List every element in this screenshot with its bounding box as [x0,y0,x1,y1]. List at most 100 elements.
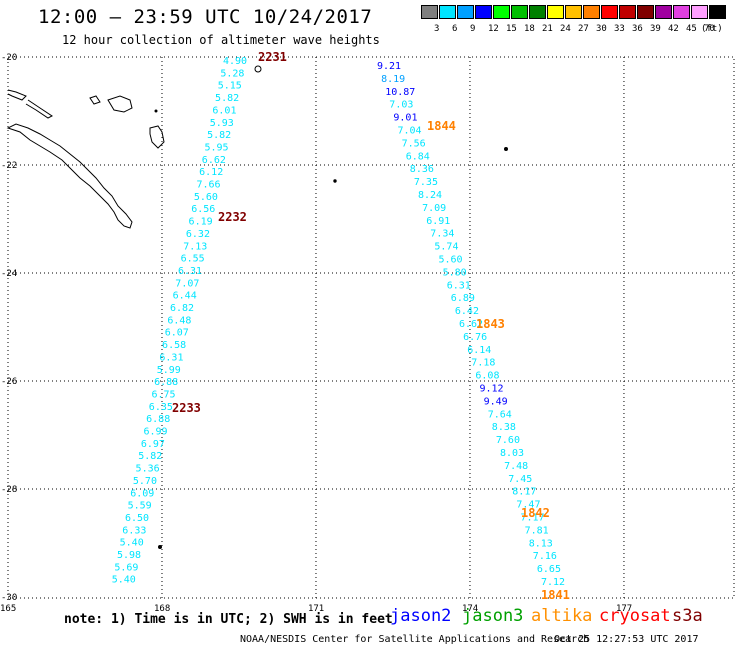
wave-height-value: 5.82 [215,93,239,104]
scale-swatch [673,5,690,19]
loyalty-island-2 [149,125,165,149]
pass-time-label: 1844 [427,119,456,133]
scale-label: 3 [434,24,440,34]
wave-height-value: 6.65 [537,564,561,575]
pass-time-label: 2232 [218,210,247,224]
wave-height-value: 5.15 [218,81,242,92]
wave-height-value: 5.28 [220,68,244,79]
wave-height-value: 8.36 [410,164,434,175]
loyalty-island-3 [89,95,101,105]
lat-label: -24 [1,269,17,279]
wave-height-value: 10.87 [385,87,415,98]
scale-label: 18 [524,24,535,34]
scale-swatch [637,5,654,19]
wave-height-value: 5.99 [157,365,181,376]
wave-height-value: 7.66 [197,180,221,191]
wave-height-value: 6.42 [455,306,479,317]
wave-height-value: 5.74 [434,242,458,253]
scale-label: 36 [632,24,643,34]
pass-time-label: 1842 [521,506,550,520]
lon-label: 171 [308,604,324,614]
wave-height-value: 7.34 [430,229,454,240]
scale-swatch [439,5,456,19]
wave-height-value: 5.69 [114,562,138,573]
wave-height-value: 6.82 [170,303,194,314]
wave-height-value: 5.93 [210,118,234,129]
wave-height-value: 7.35 [414,177,438,188]
wave-height-value: 7.07 [175,278,199,289]
legend-item-cryosat: cryosat [599,606,671,626]
small-island-5 [154,109,158,113]
scale-label: 39 [650,24,661,34]
wave-height-value: 7.45 [508,474,532,485]
wave-height-value: 5.59 [128,501,152,512]
wave-height-value: 6.19 [189,217,213,228]
wave-height-value: 7.18 [471,358,495,369]
wave-height-value: 9.01 [393,113,417,124]
scale-swatch [655,5,672,19]
wave-height-value: 5.40 [112,575,136,586]
wave-height-value: 6.97 [141,439,165,450]
wave-height-value: 6.88 [154,377,178,388]
scale-swatch [475,5,492,19]
scale-label: 27 [578,24,589,34]
legend-item-s3a: s3a [672,606,703,626]
pass-time-label: 2231 [258,50,287,64]
track-values: 4.905.285.155.826.015.935.825.956.626.12… [112,56,565,588]
wave-height-value: 7.64 [488,409,512,420]
wave-height-value: 6.84 [406,151,430,162]
footer-note: note: 1) Time is in UTC; 2) SWH is in fe… [64,612,393,627]
scale-swatch [511,5,528,19]
wave-height-value: 5.95 [204,142,228,153]
wave-height-value: 5.98 [117,550,141,561]
wave-height-value: 7.56 [402,138,426,149]
wave-height-value: 7.47 [516,500,540,511]
scale-label: 30 [596,24,607,34]
scale-swatch [529,5,546,19]
wave-height-value: 6.07 [165,328,189,339]
scale-label: 9 [470,24,476,34]
map-grid [7,56,735,599]
wave-height-value: 8.19 [381,74,405,85]
small-island-3 [504,147,508,151]
wave-height-value: 8.03 [500,448,524,459]
lat-label: -20 [1,53,17,63]
wave-height-value: 6.35 [149,402,173,413]
scale-swatch [691,5,708,19]
lon-label: 177 [616,604,632,614]
lon-label: 174 [462,604,478,614]
legend-item-jason2: jason2 [390,606,452,626]
northern-reef [7,89,27,101]
wave-height-value: 6.99 [144,427,168,438]
wave-height-value: 6.62 [202,155,226,166]
wave-height-value: 5.82 [138,451,162,462]
pass-time-label: 1843 [476,317,505,331]
wave-height-value: 6.31 [178,266,202,277]
wave-height-value: 6.55 [181,254,205,265]
wave-height-value: 6.32 [186,229,210,240]
wave-height-value: 6.91 [426,216,450,227]
wave-height-value: 5.60 [194,192,218,203]
coastline [6,65,508,549]
wave-height-value: 5.60 [439,255,463,266]
wave-height-value: 6.01 [212,105,236,116]
footer-credit: NOAA/NESDIS Center for Satellite Applica… [240,634,590,645]
scale-label: 6 [452,24,458,34]
lat-label: -22 [1,161,17,171]
wave-height-value: 5.70 [133,476,157,487]
wave-height-value: 7.17 [521,513,545,524]
wave-height-value: 6.89 [451,293,475,304]
scale-swatch [709,5,726,19]
wave-height-value: 6.33 [122,525,146,536]
wave-height-value: 6.58 [162,340,186,351]
scale-label: 24 [560,24,571,34]
scale-label: 15 [506,24,517,34]
scale-swatch [421,5,438,19]
scale-label: 21 [542,24,553,34]
legend-item-altika: altika [531,606,593,626]
wave-height-value: 9.12 [480,384,504,395]
wave-height-value: 7.60 [496,435,520,446]
scale-swatch [457,5,474,19]
